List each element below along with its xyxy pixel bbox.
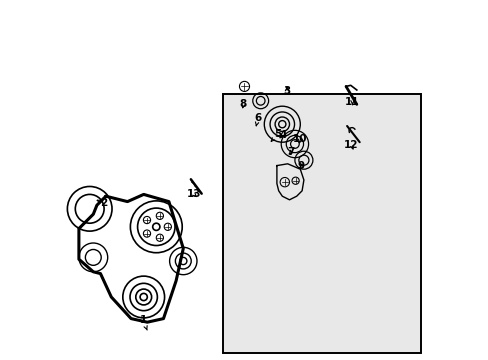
- Text: 6: 6: [254, 113, 261, 126]
- Text: 12: 12: [344, 140, 358, 150]
- Text: 8: 8: [239, 99, 246, 109]
- Text: 7: 7: [287, 147, 294, 157]
- Text: 3: 3: [283, 86, 290, 96]
- Text: 9: 9: [297, 161, 305, 171]
- Text: 13: 13: [186, 189, 201, 199]
- Text: 1: 1: [139, 315, 147, 330]
- Text: 4: 4: [279, 130, 286, 140]
- Text: 5: 5: [271, 129, 281, 141]
- Text: 2: 2: [97, 198, 107, 208]
- Text: 10: 10: [292, 134, 307, 144]
- FancyBboxPatch shape: [223, 94, 420, 353]
- Text: 11: 11: [345, 96, 359, 107]
